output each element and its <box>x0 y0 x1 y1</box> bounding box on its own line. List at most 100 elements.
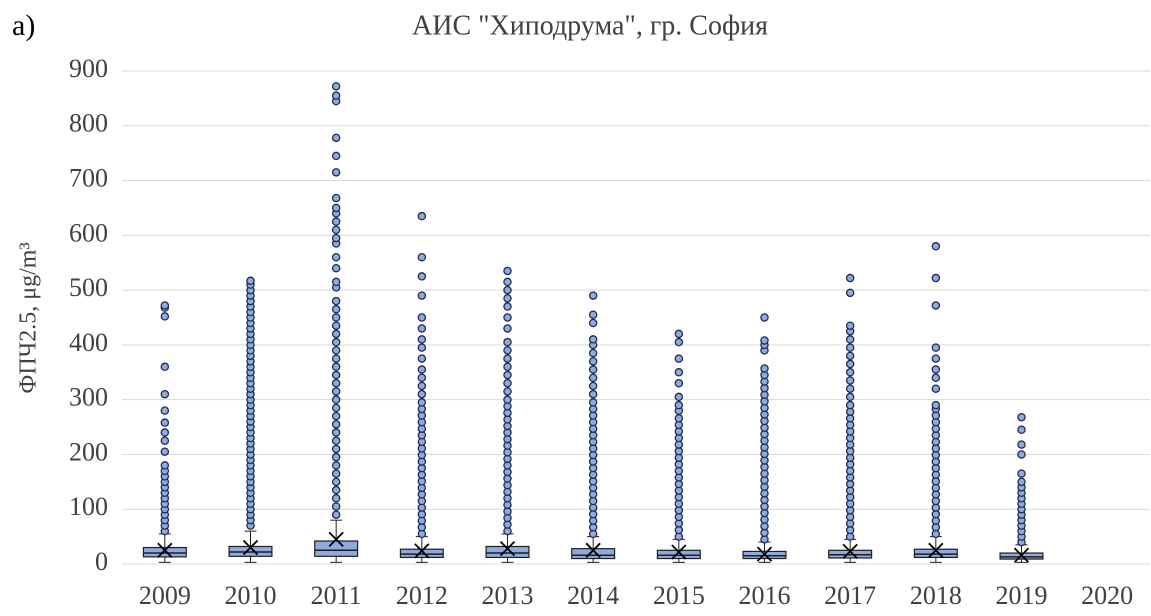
mean-marker <box>842 543 858 560</box>
outlier <box>331 321 341 330</box>
y-tick-label: 900 <box>69 54 108 83</box>
outlier <box>331 469 341 478</box>
x-tick-label: 2009 <box>139 581 191 610</box>
chart-title: АИС "Хиподрума", гр. София <box>412 10 768 41</box>
outlier <box>417 211 427 221</box>
outlier <box>845 376 855 385</box>
outlier <box>417 335 427 344</box>
outlier <box>331 337 341 347</box>
outlier <box>331 403 341 413</box>
outlier <box>331 305 341 314</box>
outlier <box>331 411 341 421</box>
outlier <box>417 313 427 322</box>
outlier <box>331 225 341 235</box>
outlier <box>845 392 855 402</box>
outlier <box>331 193 341 203</box>
outlier <box>331 277 341 287</box>
outlier <box>417 343 427 352</box>
outlier <box>331 133 341 143</box>
outlier <box>331 494 341 503</box>
outlier <box>331 395 341 404</box>
outlier <box>331 263 341 273</box>
outlier <box>931 354 941 363</box>
outlier <box>503 302 512 311</box>
outlier <box>1017 450 1026 459</box>
outlier <box>331 510 341 519</box>
outlier <box>503 370 512 380</box>
mean-marker <box>328 531 344 547</box>
outlier <box>417 373 427 383</box>
y-axis-label: ФПЧ2.5, μg/m³ <box>16 242 42 393</box>
x-tick-label: 2016 <box>739 581 791 610</box>
outlier <box>160 436 170 445</box>
outlier <box>331 203 341 213</box>
outlier <box>674 392 684 402</box>
y-tick-label: 700 <box>69 164 108 193</box>
outlier <box>417 291 427 300</box>
outlier <box>503 346 512 355</box>
outlier <box>1017 477 1026 487</box>
outlier <box>588 381 598 391</box>
y-tick-label: 800 <box>69 109 108 138</box>
outlier <box>588 310 598 320</box>
outlier <box>246 276 255 286</box>
mean-marker <box>157 542 173 558</box>
mean-marker <box>928 542 944 558</box>
outlier <box>331 151 341 161</box>
outlier <box>160 418 170 427</box>
outlier <box>931 273 941 283</box>
x-tick-label: 2020 <box>1081 581 1133 610</box>
outlier <box>503 387 512 396</box>
outlier <box>588 365 598 374</box>
outlier <box>331 233 341 243</box>
outlier <box>160 428 170 437</box>
outlier <box>931 373 941 383</box>
outlier <box>760 364 769 373</box>
outlier <box>588 335 598 344</box>
y-tick-label: 500 <box>69 273 108 302</box>
panel-label: a) <box>12 9 35 42</box>
outlier <box>503 324 512 333</box>
y-tick-label: 300 <box>69 383 108 412</box>
outlier <box>331 82 341 91</box>
x-tick-label: 2015 <box>653 581 705 610</box>
outlier <box>588 318 598 328</box>
x-tick-label: 2017 <box>824 581 876 610</box>
x-tick-label: 2019 <box>996 581 1048 610</box>
outlier <box>331 354 341 363</box>
x-tick-label: 2011 <box>311 581 362 610</box>
outlier <box>674 337 684 347</box>
box <box>485 545 530 559</box>
box <box>571 548 616 560</box>
mean-marker <box>414 543 430 559</box>
outlier <box>331 452 341 462</box>
outlier <box>674 329 684 339</box>
outlier <box>331 502 341 511</box>
mean-marker <box>671 544 687 560</box>
y-tick-label: 600 <box>69 218 108 247</box>
outlier <box>674 368 684 377</box>
outlier <box>503 378 512 388</box>
outlier <box>760 313 769 322</box>
outlier <box>160 406 170 415</box>
box <box>656 549 701 560</box>
outlier <box>503 294 512 303</box>
outlier <box>503 277 512 287</box>
outlier <box>331 362 341 372</box>
outlier <box>331 420 341 429</box>
outlier <box>160 461 170 470</box>
mean-marker <box>499 541 516 557</box>
outlier <box>331 436 341 445</box>
outlier <box>503 354 512 363</box>
outlier <box>1017 469 1026 478</box>
y-tick-label: 200 <box>69 437 108 466</box>
outlier <box>845 288 855 298</box>
outlier <box>845 335 855 344</box>
outlier <box>331 485 341 495</box>
outlier <box>331 428 341 437</box>
outlier <box>331 217 341 226</box>
outlier <box>160 301 170 310</box>
outlier <box>931 343 941 352</box>
mean-marker <box>242 539 259 556</box>
